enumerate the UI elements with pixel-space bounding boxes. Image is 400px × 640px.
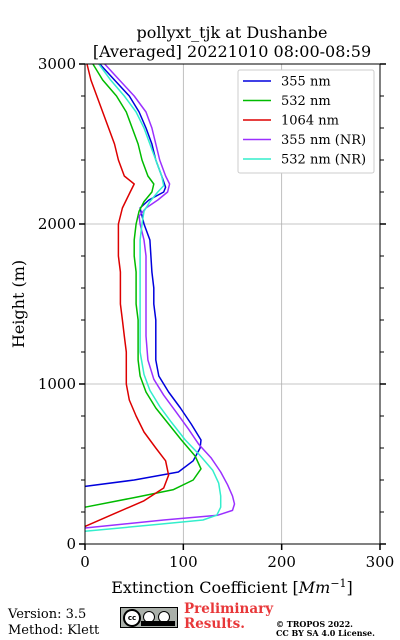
preliminary-line1: Preliminary bbox=[184, 601, 274, 617]
legend: 355 nm 532 nm 1064 nm 355 nm (NR) 532 nm (NR… bbox=[237, 69, 375, 174]
x-tick-label: 300 bbox=[366, 553, 395, 571]
legend-label: 355 nm bbox=[281, 75, 331, 90]
x-tick-label: 100 bbox=[169, 553, 198, 571]
x-axis-label: Extinction Coefficient [Mm−1] bbox=[111, 577, 353, 597]
x-axis-label-exp: −1 bbox=[330, 577, 346, 590]
series-line-355-nm bbox=[84, 63, 202, 488]
plot-frame bbox=[84, 63, 381, 545]
y-axis-label: Height (m) bbox=[9, 260, 28, 348]
series-lines bbox=[84, 63, 236, 532]
x-tick-label: 200 bbox=[267, 553, 296, 571]
y-tick-label: 2000 bbox=[38, 215, 76, 233]
series-line-532-nm-nr bbox=[84, 63, 222, 532]
y-tick-label: 0 bbox=[66, 535, 76, 553]
legend-label: 355 nm (NR) bbox=[281, 133, 366, 148]
legend-label: 1064 nm bbox=[281, 114, 339, 129]
cc-license-badge: cc bbox=[120, 607, 178, 628]
method-text: Method: Klett bbox=[8, 623, 100, 638]
footer-info: Version: 3.5 Method: Klett bbox=[8, 607, 99, 639]
preliminary-results-note: Preliminary Results. bbox=[184, 602, 273, 632]
x-axis-label-unit: Mm bbox=[298, 578, 331, 597]
cc-badge-strip bbox=[141, 621, 175, 626]
legend-box bbox=[237, 69, 375, 174]
y-tick-label: 3000 bbox=[38, 55, 76, 73]
legend-label: 532 nm bbox=[281, 94, 331, 109]
y-tick-label: 1000 bbox=[38, 375, 76, 393]
x-tick-label: 0 bbox=[80, 553, 90, 571]
cc-logo-icon: cc bbox=[123, 609, 141, 627]
copyright-note: © TROPOS 2022. CC BY SA 4.0 License. bbox=[276, 620, 375, 638]
series-line-532-nm bbox=[84, 63, 202, 508]
x-axis-label-close: ] bbox=[347, 578, 353, 597]
copyright-line2: CC BY SA 4.0 License. bbox=[276, 628, 375, 638]
x-axis-label-text: Extinction Coefficient [ bbox=[111, 578, 299, 597]
series-line-1064-nm bbox=[84, 63, 170, 528]
chart-title-line2: [Averaged] 20221010 08:00-08:59 bbox=[93, 42, 371, 61]
preliminary-line2: Results. bbox=[184, 616, 245, 632]
series-line-355-nm-nr bbox=[84, 63, 236, 529]
legend-label: 532 nm (NR) bbox=[281, 153, 366, 168]
version-text: Version: 3.5 bbox=[8, 607, 87, 622]
chart-title-line1: pollyxt_tjk at Dushanbe bbox=[136, 23, 327, 42]
copyright-line1: © TROPOS 2022. bbox=[276, 619, 353, 629]
